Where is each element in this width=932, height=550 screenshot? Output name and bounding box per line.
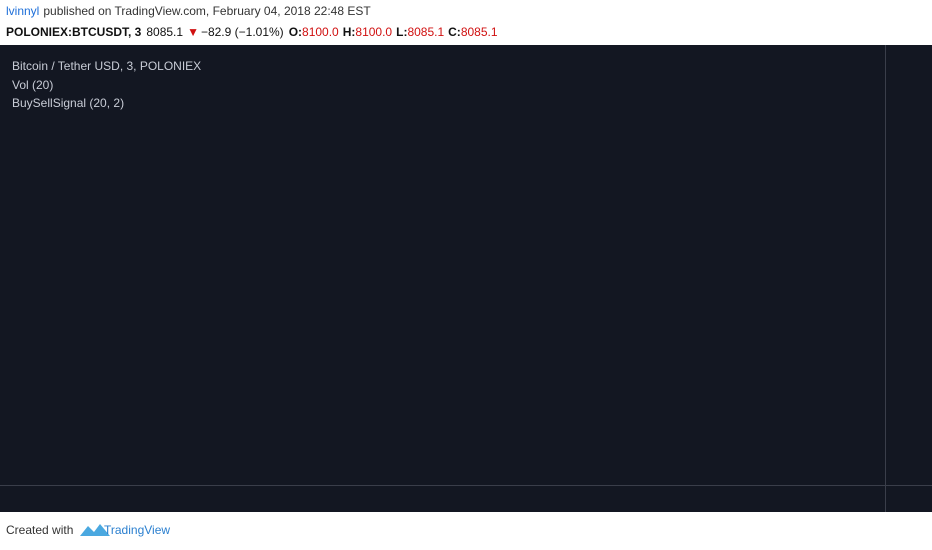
footer-bg: [0, 512, 932, 550]
published: published on TradingView.com, February 0…: [43, 4, 371, 18]
chart-title: Bitcoin / Tether USD, 3, POLONIEX: [12, 59, 201, 73]
last: 8085.1: [146, 25, 183, 39]
author[interactable]: lvinnyl: [6, 4, 39, 18]
symbol: POLONIEX:BTCUSDT, 3: [6, 25, 142, 39]
l: 8085.1: [407, 25, 444, 39]
header-bg: [0, 0, 932, 45]
chart-bg: [0, 45, 932, 512]
footer-brand[interactable]: TradingView: [104, 523, 170, 537]
h-label: H:: [343, 25, 356, 39]
h: 8100.0: [355, 25, 392, 39]
o-label: O:: [289, 25, 302, 39]
header-line: lvinnyl published on TradingView.com, Feb…: [6, 4, 371, 18]
logo: [80, 524, 110, 536]
l-label: L:: [396, 25, 407, 39]
change: −82.9 (−1.01%): [201, 25, 284, 39]
indicator-label: Vol (20): [12, 78, 53, 92]
o: 8100.0: [302, 25, 339, 39]
ticker-line: POLONIEX:BTCUSDT, 3 8085.1 ▼ −82.9 (−1.01%)…: [6, 25, 498, 39]
c-label: C:: [448, 25, 461, 39]
footer-created: Created with: [6, 523, 73, 537]
c: 8085.1: [461, 25, 498, 39]
indicator-label: BuySellSignal (20, 2): [12, 96, 124, 110]
arrow: ▼: [187, 25, 199, 39]
